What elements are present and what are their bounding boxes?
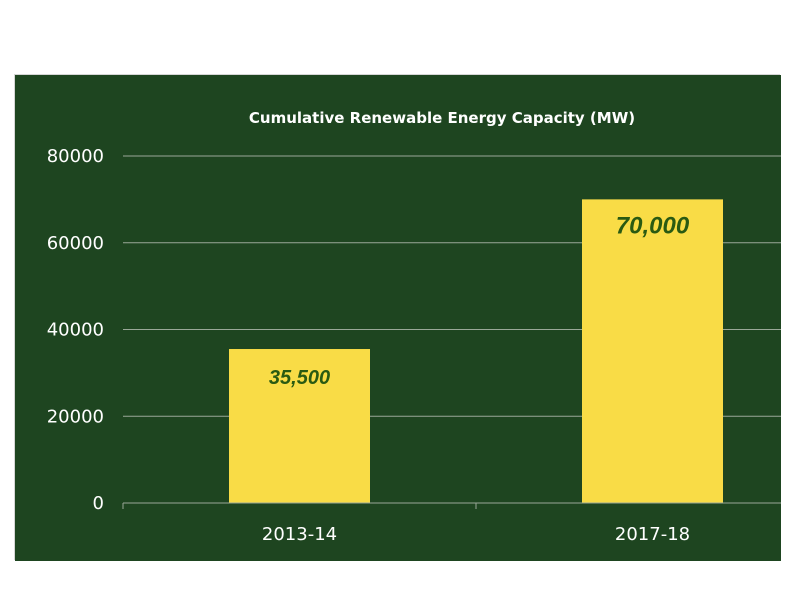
bar-2017-18 bbox=[582, 199, 723, 503]
bar-2013-14 bbox=[229, 349, 370, 503]
chart-panel: Cumulative Renewable Energy Capacity (MW… bbox=[14, 74, 781, 561]
chart-title: Cumulative Renewable Energy Capacity (MW… bbox=[249, 109, 635, 127]
bar-chart: Cumulative Renewable Energy Capacity (MW… bbox=[15, 75, 781, 561]
y-tick-label-1: 20000 bbox=[47, 406, 104, 427]
data-label-2013-14: 35,500 bbox=[269, 367, 330, 389]
data-label-2017-18: 70,000 bbox=[616, 212, 690, 239]
y-tick-label-3: 60000 bbox=[47, 233, 104, 254]
x-tick-label-2017-18: 2017-18 bbox=[615, 524, 690, 545]
y-tick-label-4: 80000 bbox=[47, 146, 104, 167]
y-tick-label-2: 40000 bbox=[47, 320, 104, 341]
y-tick-label-0: 0 bbox=[93, 493, 104, 514]
x-tick-label-2013-14: 2013-14 bbox=[262, 524, 337, 545]
